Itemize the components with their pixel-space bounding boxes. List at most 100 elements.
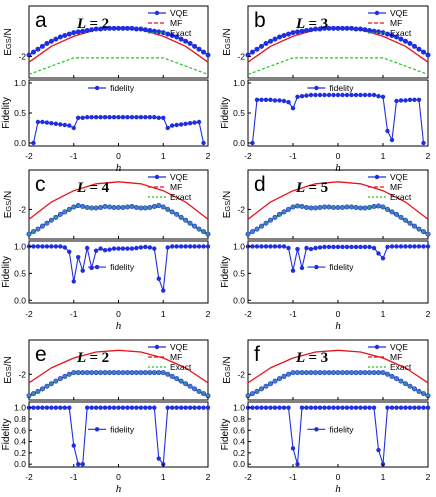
- vqe-point: [348, 204, 354, 210]
- fidelity-point: [385, 128, 390, 134]
- vqe-point: [62, 209, 68, 215]
- vqe-point: [407, 383, 413, 389]
- fidelity-point: [201, 244, 206, 249]
- fidelity-point: [84, 405, 90, 410]
- fidelity-point: [281, 405, 287, 410]
- vqe-point: [335, 370, 341, 376]
- fidelity-ytick-label: 0.5: [14, 268, 26, 278]
- xtick-label: 1: [381, 309, 386, 319]
- vqe-point: [357, 370, 363, 376]
- vqe-point: [393, 34, 399, 40]
- legend-vqe-text: VQE: [170, 172, 188, 182]
- fidelity-point: [143, 244, 148, 250]
- fidelity-ytick-label: 1.0: [233, 241, 245, 251]
- egs-sub: GS: [223, 38, 232, 49]
- fidelity-point: [156, 456, 161, 461]
- vqe-point: [272, 36, 278, 42]
- fidelity-point: [290, 446, 296, 451]
- vqe-point: [416, 226, 422, 232]
- xtick-label: 2: [426, 309, 431, 319]
- fidelity-plot: 0.00.20.4 0.60.81.0 -2 -1 0 1 2 fidelity h Fideli…: [1, 401, 211, 495]
- egs-prefix: E: [222, 377, 233, 384]
- vqe-point: [44, 220, 50, 226]
- fidelity-point: [76, 115, 81, 121]
- vqe-point: [187, 383, 193, 389]
- fidelity-point: [143, 115, 148, 120]
- x-axis-title: h: [335, 320, 341, 332]
- l-number: 5: [321, 180, 329, 196]
- fidelity-point: [102, 115, 108, 120]
- vqe-point: [174, 34, 180, 40]
- vqe-point: [308, 205, 314, 211]
- fidelity-point: [192, 120, 197, 125]
- fidelity-point: [263, 244, 269, 249]
- fidelity-ytick-label: 0.2: [233, 448, 245, 458]
- legend-fidelity-marker: [94, 264, 100, 270]
- fidelity-point: [353, 405, 359, 410]
- fidelity-point: [111, 246, 117, 251]
- vqe-point: [120, 370, 126, 376]
- fidelity-point: [416, 244, 422, 249]
- vqe-point: [57, 376, 63, 382]
- legend-mf-text: MF: [170, 182, 182, 192]
- fidelity-point: [111, 405, 117, 410]
- vqe-point: [357, 26, 363, 32]
- fidelity-point: [403, 98, 408, 103]
- l-prefix: L =: [76, 180, 102, 196]
- fidelity-axis-title: Fidelity: [1, 97, 12, 129]
- fidelity-point: [174, 405, 179, 410]
- fidelity-point: [152, 246, 157, 251]
- egs-suffix: /N: [222, 191, 233, 201]
- panel-letter: d: [254, 173, 266, 196]
- vqe-point: [183, 381, 189, 387]
- fidelity-point: [362, 405, 368, 410]
- vqe-point: [129, 203, 135, 209]
- vqe-point: [411, 43, 417, 49]
- vqe-point: [93, 205, 99, 211]
- vqe-point: [312, 370, 318, 376]
- fidelity-point: [98, 405, 103, 410]
- fidelity-point: [40, 244, 45, 249]
- xtick-label: 1: [161, 472, 166, 482]
- vqe-point: [35, 46, 41, 52]
- fidelity-point: [134, 115, 139, 120]
- fidelity-point: [322, 92, 327, 98]
- fidelity-point: [367, 244, 372, 250]
- fidelity-ytick-label: 0.2: [14, 448, 26, 458]
- xtick-label: 0: [336, 309, 341, 319]
- vqe-point: [402, 217, 408, 223]
- fidelity-point: [125, 246, 130, 251]
- fidelity-point: [394, 405, 399, 410]
- legend-fidelity-marker: [314, 427, 319, 432]
- fidelity-point: [295, 94, 300, 100]
- vqe-point: [187, 40, 193, 46]
- fidelity-point: [385, 244, 390, 250]
- fidelity-point: [353, 244, 359, 250]
- vqe-point: [290, 204, 296, 210]
- vqe-point: [120, 25, 126, 31]
- fidelity-ytick-label: 0.4: [233, 437, 245, 447]
- vqe-point: [205, 231, 211, 237]
- vqe-point: [156, 370, 162, 376]
- energy-ytick-label: -2: [237, 204, 245, 214]
- vqe-point: [192, 223, 198, 229]
- fidelity-point: [31, 140, 36, 146]
- fidelity-point: [129, 405, 135, 410]
- fidelity-point: [147, 245, 153, 250]
- vqe-point: [66, 371, 72, 377]
- egs-suffix: /N: [3, 356, 14, 366]
- fidelity-point: [371, 92, 377, 98]
- fidelity-point: [89, 115, 94, 120]
- vqe-point: [201, 229, 207, 235]
- vqe-point: [102, 370, 108, 376]
- fidelity-point: [416, 97, 422, 103]
- vqe-point: [147, 204, 153, 210]
- legend-exact-text: Exact: [390, 28, 412, 38]
- xtick-label: -2: [25, 151, 33, 161]
- egs-prefix: E: [222, 211, 233, 218]
- vqe-point: [303, 204, 309, 210]
- fidelity-point: [187, 405, 193, 410]
- vqe-point: [290, 370, 296, 376]
